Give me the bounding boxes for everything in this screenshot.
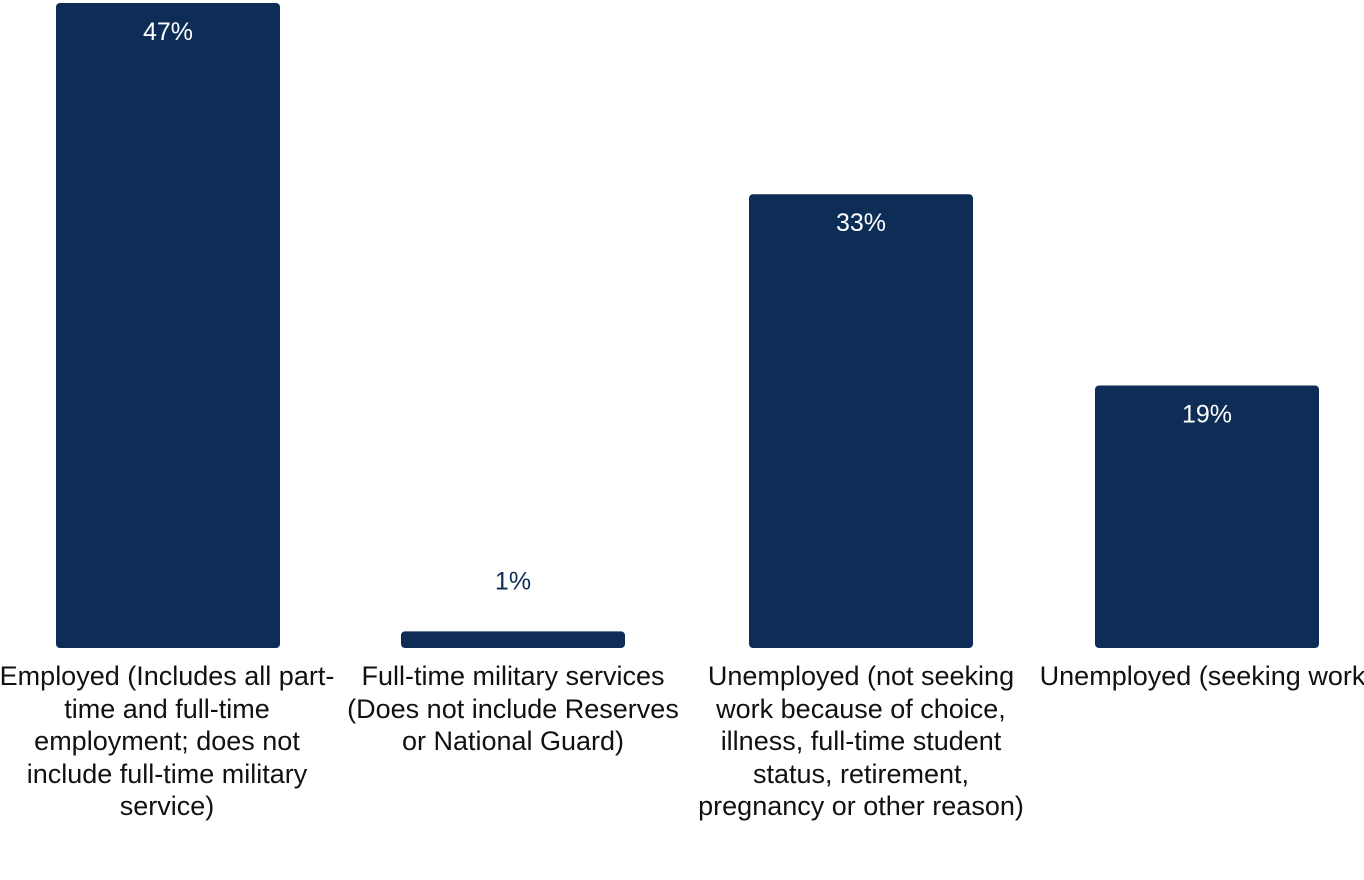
- category-label-unemployed-seeking: Unemployed (seeking work): [1039, 661, 1364, 691]
- category-label-unemployed-not-seeking: Unemployed (not seeking work because of …: [698, 661, 1024, 821]
- bar-unemployed-seeking: [1095, 385, 1319, 648]
- chart-plot-area: 47% 1% 33% 19%: [56, 3, 1319, 648]
- category-label-employed: Employed (Includes all part-time and ful…: [0, 661, 335, 821]
- data-label-unemployed-not-seeking: 33%: [836, 209, 886, 237]
- data-label-unemployed-seeking: 19%: [1182, 400, 1232, 428]
- data-label-employed: 47%: [143, 18, 193, 46]
- data-label-military: 1%: [495, 567, 531, 595]
- bar-military: [401, 631, 625, 648]
- bar-employed: [56, 3, 280, 648]
- category-label-military: Full-time military services (Does not in…: [347, 661, 679, 756]
- bar-unemployed-not-seeking: [749, 194, 973, 648]
